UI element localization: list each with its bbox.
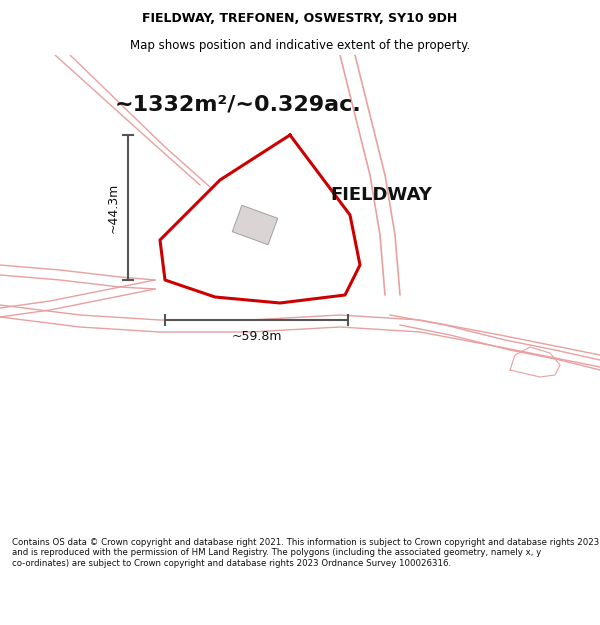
Text: ~59.8m: ~59.8m	[231, 330, 282, 343]
Polygon shape	[160, 135, 360, 303]
Text: ~44.3m: ~44.3m	[107, 182, 120, 232]
Text: Map shows position and indicative extent of the property.: Map shows position and indicative extent…	[130, 39, 470, 51]
Text: ~1332m²/~0.329ac.: ~1332m²/~0.329ac.	[115, 95, 362, 115]
Polygon shape	[232, 206, 278, 244]
Text: FIELDWAY, TREFONEN, OSWESTRY, SY10 9DH: FIELDWAY, TREFONEN, OSWESTRY, SY10 9DH	[142, 12, 458, 25]
Text: Contains OS data © Crown copyright and database right 2021. This information is : Contains OS data © Crown copyright and d…	[12, 538, 599, 568]
Text: FIELDWAY: FIELDWAY	[330, 186, 432, 204]
